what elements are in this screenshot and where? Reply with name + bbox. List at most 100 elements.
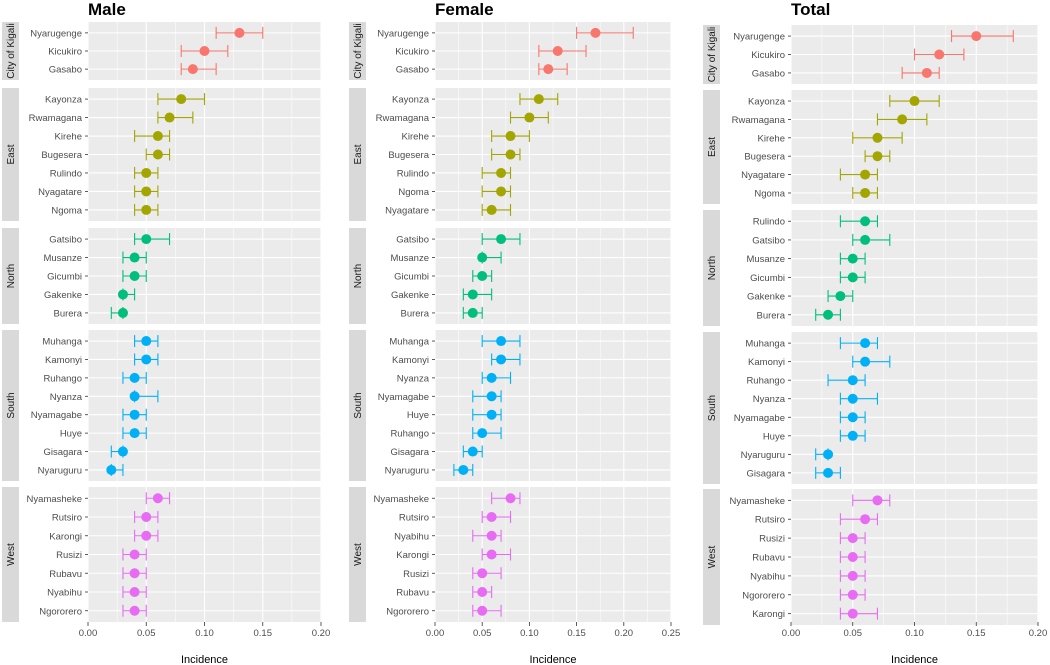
facet-strip: [703, 25, 720, 84]
data-point: [477, 271, 488, 281]
data-point: [860, 514, 871, 525]
data-point: [486, 391, 497, 402]
district-label: Huye: [60, 429, 82, 440]
data-point: [872, 151, 883, 162]
district-label: Ngoma: [754, 188, 785, 199]
facet-strip: [349, 88, 366, 221]
data-point: [847, 533, 858, 544]
data-point: [505, 493, 516, 504]
district-label: Nyarugenge: [733, 32, 785, 43]
data-point: [496, 186, 507, 197]
data-point: [524, 112, 535, 123]
x-tick-label: 0.20: [312, 628, 331, 639]
district-label: Nyamasheke: [27, 494, 82, 505]
facet-south: South Muhanga Kamonyi Ruhango Nyanza Nyamagab…: [703, 332, 1039, 484]
facet-strip-label: West: [6, 543, 17, 566]
district-label: Huye: [763, 431, 785, 442]
district-label: Nyaruguru: [741, 450, 785, 461]
district-label: Burera: [756, 310, 785, 321]
district-label: Gatsibo: [752, 235, 785, 246]
data-point: [590, 27, 601, 38]
facet-strip: [2, 487, 19, 622]
facet-strip-label: City of Kigali: [707, 27, 718, 83]
district-label: Nyarugenge: [377, 28, 429, 39]
x-tick-label: 0.15: [967, 628, 986, 639]
district-label: Rutsiro: [399, 513, 429, 524]
data-point: [467, 289, 478, 300]
data-point: [496, 234, 507, 245]
district-label: Nyabihu: [47, 588, 82, 599]
district-label: Ngoma: [398, 187, 429, 198]
data-point: [129, 391, 140, 402]
district-label: Burera: [400, 308, 429, 319]
facet-strip-label: South: [707, 395, 718, 421]
data-point: [187, 64, 198, 75]
data-point: [934, 49, 945, 60]
facet-strip-label: City of Kigali: [353, 23, 364, 79]
data-point: [129, 372, 140, 383]
data-point: [152, 131, 163, 142]
data-point: [897, 114, 908, 125]
facet-strip-label: East: [6, 144, 17, 164]
data-point: [141, 167, 152, 178]
district-label: Gasabo: [396, 65, 429, 76]
facet-strip: [2, 228, 19, 324]
district-label: Musanze: [43, 253, 82, 264]
facet-strip: [703, 332, 720, 484]
data-point: [486, 530, 497, 541]
facet-west: West Nyamasheke Rutsiro Rusizi Rubavu Nyabihu…: [703, 489, 1039, 625]
x-tick-label: 0.00: [79, 628, 98, 639]
district-label: Nyaruguru: [38, 465, 82, 476]
district-label: Gasabo: [49, 65, 82, 76]
facet-west: West Nyamasheke Rutsiro Nyabihu Karongi Rusiz…: [349, 487, 672, 622]
facet-north: North Gatsibo Musanze Gicumbi Gakenke Burera: [349, 228, 672, 324]
district-label: Ruhango: [43, 373, 82, 384]
x-tick-label: 0.05: [844, 628, 863, 639]
district-label: Huye: [407, 410, 429, 421]
district-label: Gisagara: [43, 447, 82, 458]
data-point: [971, 31, 982, 42]
facet-strip-label: South: [353, 392, 364, 418]
data-point: [141, 186, 152, 197]
district-label: Kamonyi: [392, 355, 429, 366]
facet-south: South Muhanga Kamonyi Nyanza Nyamagabe Huye Ru…: [349, 330, 672, 481]
data-point: [847, 430, 858, 441]
facet-strip: [703, 489, 720, 625]
chart-title: Male: [88, 0, 126, 19]
data-point: [477, 428, 488, 439]
x-tick-label: 0.15: [567, 628, 586, 639]
data-point: [141, 204, 152, 215]
data-point: [847, 570, 858, 581]
facet-strip-label: North: [353, 264, 364, 288]
facet-strip: [349, 330, 366, 481]
district-label: Karongi: [752, 609, 785, 620]
district-label: Gisagara: [746, 468, 785, 479]
facet-city-of-kigali: City of Kigali Nyarugenge Kicukiro Gasabo: [349, 22, 672, 80]
data-point: [234, 27, 245, 38]
district-label: Kirehe: [402, 132, 429, 143]
facet-strip-label: East: [707, 137, 718, 157]
data-point: [199, 46, 210, 56]
data-point: [152, 493, 163, 504]
data-point: [117, 307, 128, 318]
district-label: Nyamagabe: [734, 413, 785, 424]
district-label: Karongi: [49, 531, 82, 542]
data-point: [129, 568, 140, 579]
facet-strip: [349, 487, 366, 622]
data-point: [477, 568, 488, 579]
district-label: Nyagatare: [385, 205, 429, 216]
data-point: [129, 587, 140, 597]
district-label: Gicumbi: [750, 273, 785, 284]
district-label: Nyarugenge: [30, 28, 82, 39]
district-label: Nyagatare: [741, 170, 785, 181]
district-label: Rwamagana: [376, 113, 430, 124]
data-point: [496, 354, 507, 365]
x-tick-label: 0.05: [137, 628, 156, 639]
facet-strip: [2, 330, 19, 481]
district-label: Kayonza: [45, 95, 83, 106]
facet-west: West Nyamasheke Rutsiro Karongi Rusizi Rubavu…: [2, 487, 322, 622]
facet-strip: [349, 22, 366, 80]
data-point: [860, 216, 871, 227]
data-point: [847, 412, 858, 423]
facet-east: East Kayonza Rwamagana Kirehe Bugesera Nyagat…: [703, 90, 1039, 204]
